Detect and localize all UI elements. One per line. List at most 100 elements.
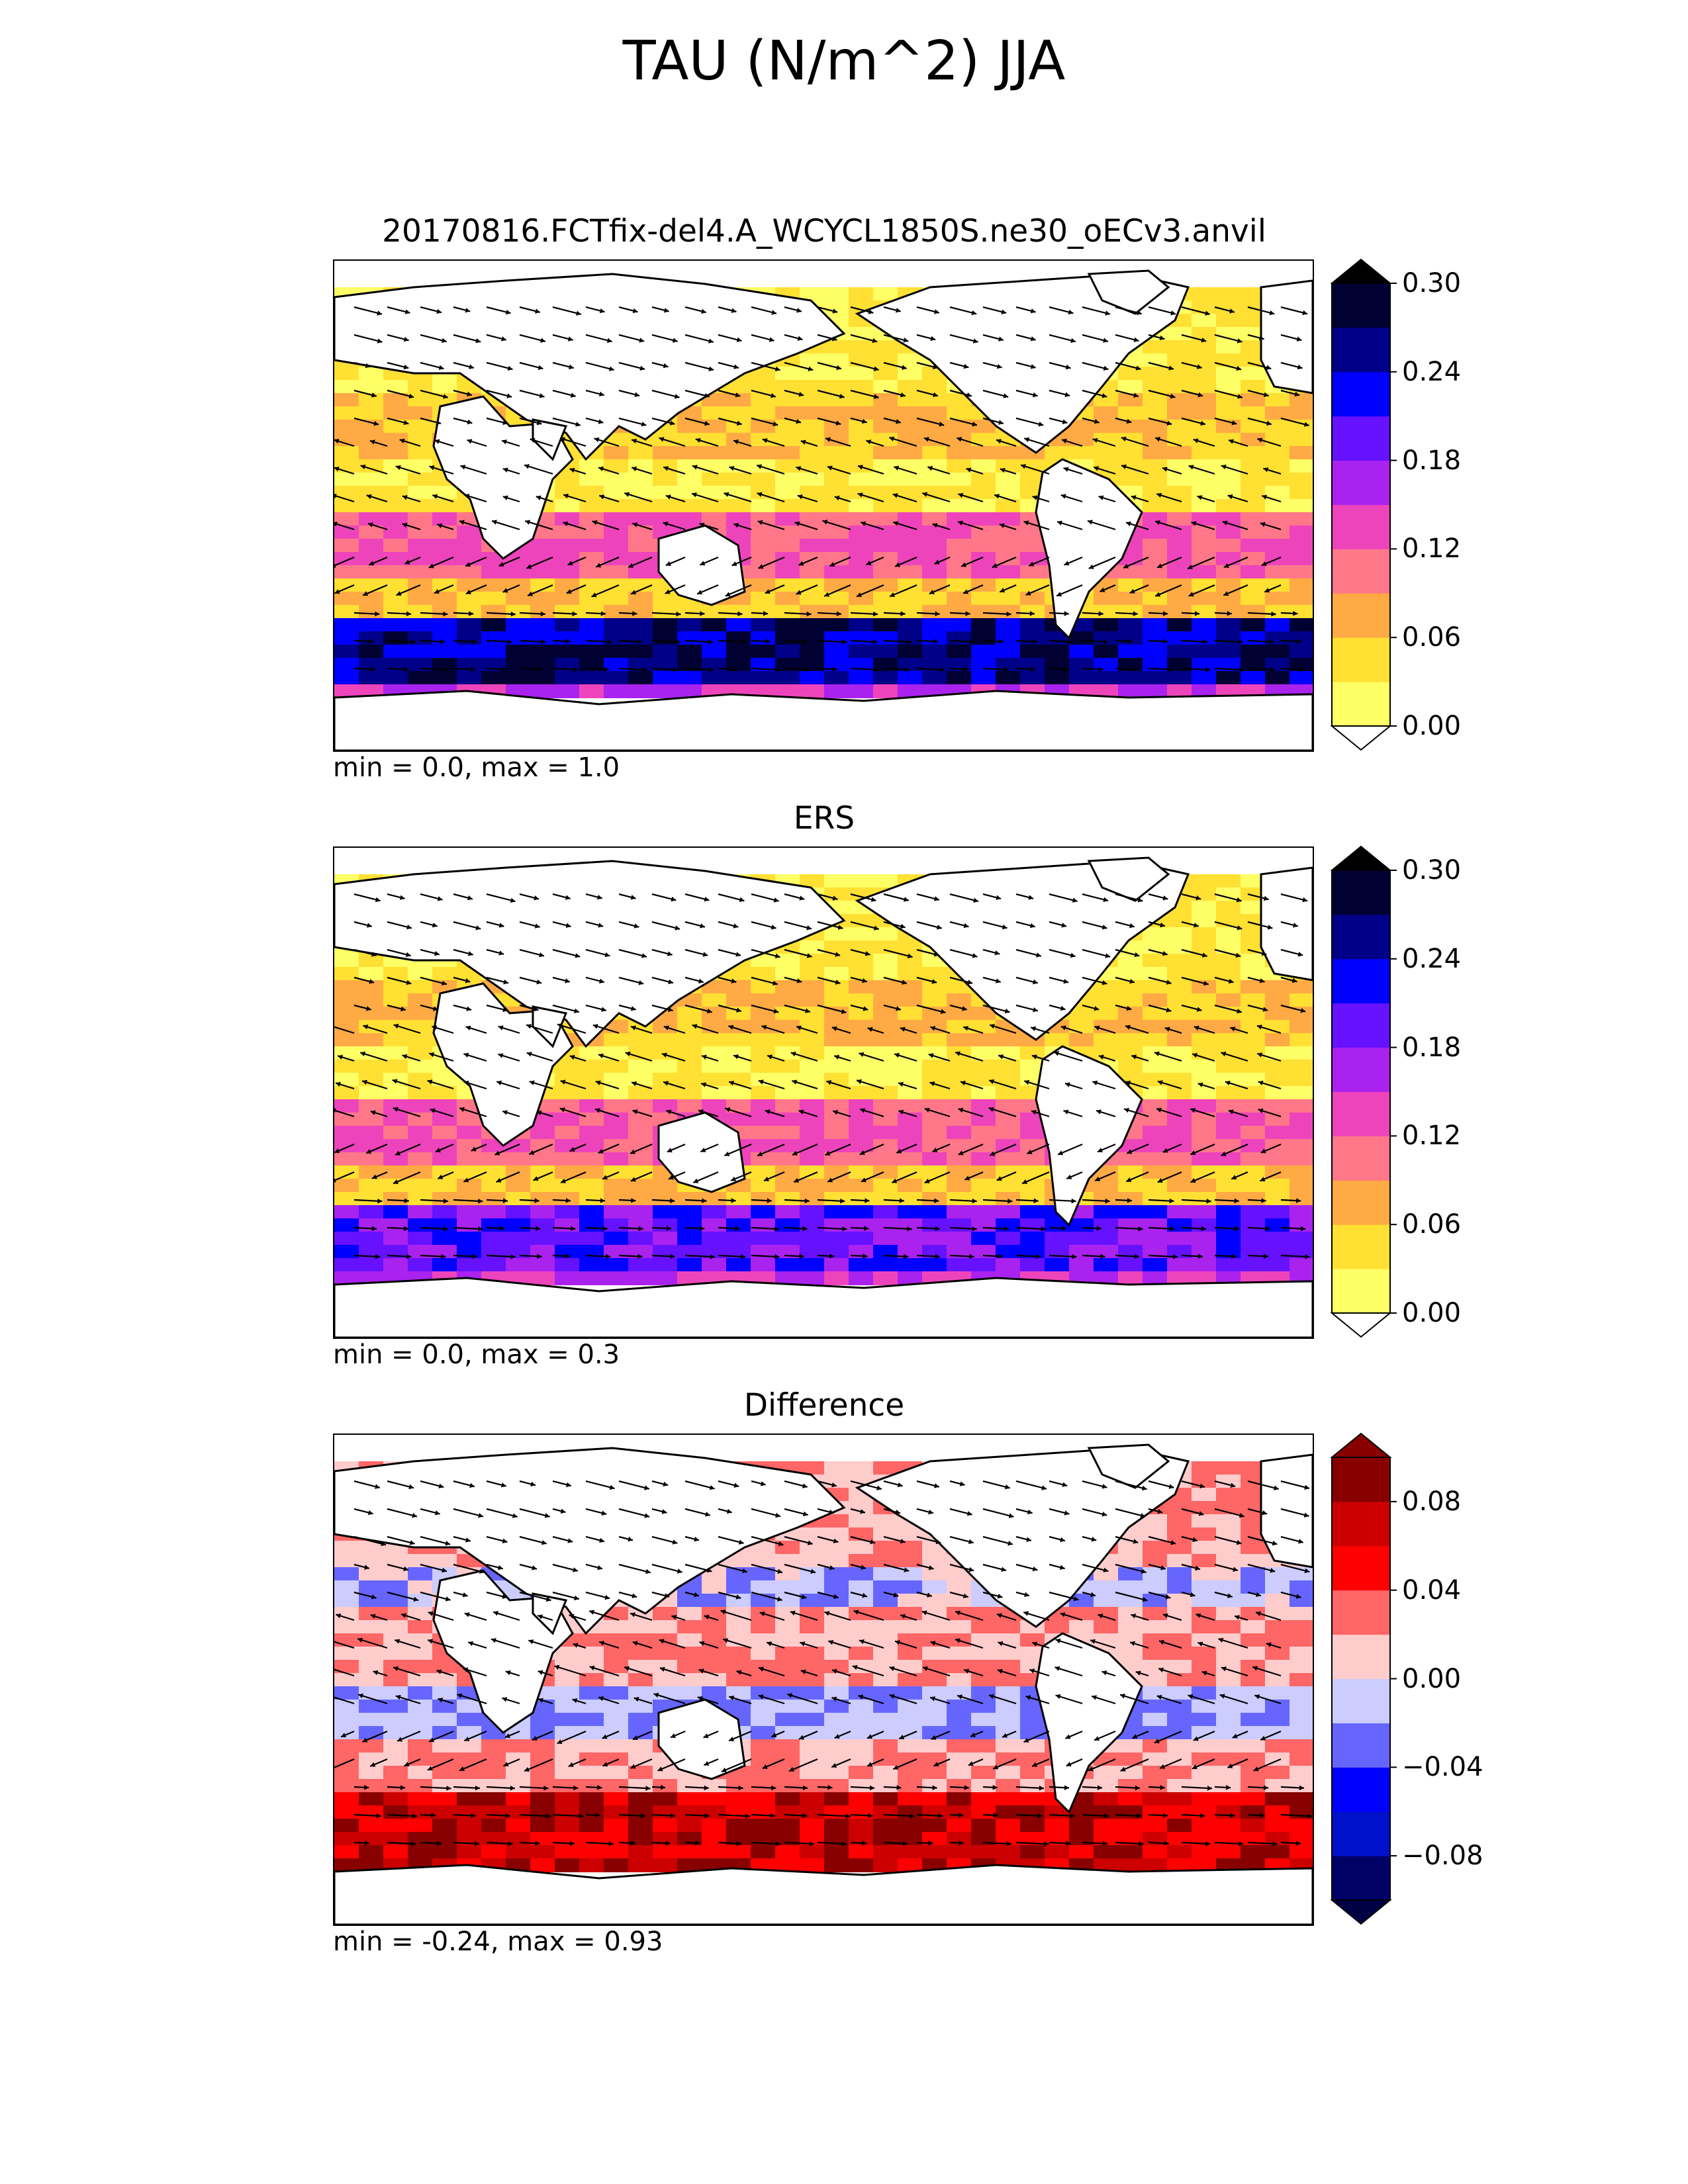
wind-arrow-head [733,923,739,929]
field-cell [359,393,384,407]
field-cell [1143,1713,1168,1727]
field-cell [898,1073,923,1087]
wind-arrow-head [1194,923,1199,928]
wind-arrow-head [794,521,800,527]
field-cell [383,1099,408,1113]
field-cell [1167,1139,1192,1153]
map-diff [333,1433,1314,1926]
wind-arrow-head [1228,1109,1234,1115]
field-cell [996,1218,1021,1232]
field-cell [922,473,947,486]
wind-arrow [916,417,945,426]
field-cell [1241,1607,1266,1621]
wind-arrow [949,893,979,903]
field-cell [849,1165,874,1179]
field-cell [628,1086,653,1100]
wind-arrow [751,361,780,371]
wind-arrow-head [572,611,577,617]
field-cell [824,658,849,672]
field-cell [359,592,384,606]
field-cell [359,1580,384,1594]
field-cell [947,1126,972,1140]
wind-arrow-head [637,639,642,645]
field-cell [1192,353,1217,367]
field-cell [1069,1258,1094,1272]
field-cell [996,565,1021,579]
field-cell [408,393,433,407]
field-cell [922,1165,947,1179]
field-cell [1143,1126,1168,1140]
field-cell [1118,967,1143,981]
field-cell [579,1126,604,1140]
wind-arrow-head [560,437,566,442]
field-cell [1167,1594,1192,1608]
field-cell [800,1165,825,1179]
wind-arrow-head [478,1199,483,1204]
field-cell [359,473,384,486]
field-cell [824,340,849,354]
field-cell [432,671,457,685]
field-cell [751,1580,776,1594]
field-cell [751,1046,776,1060]
field-cell [1265,618,1290,632]
field-cell [849,1126,874,1140]
field-cell [775,1152,800,1166]
wind-arrow [651,921,680,930]
wind-arrow-head [972,1198,977,1204]
wind-arrow-head [393,1023,399,1029]
field-cell [604,1218,629,1232]
field-cell [1020,552,1045,566]
coastline [532,418,568,461]
field-cell [555,1139,580,1153]
wind-arrow-head [334,563,336,568]
field-cell [1143,671,1168,685]
field-cell [359,1647,384,1661]
colorbar-obs: 0.00 0.06 0.12 0.18 0.24 0.30 [1331,845,1489,1338]
field-cell [971,1020,996,1034]
field-cell [971,446,996,460]
field-cell [971,1126,996,1140]
field-cell [604,525,629,539]
wind-arrow [651,639,681,643]
field-cell [849,287,874,301]
wind-arrow-head [565,1253,571,1259]
wind-arrow-head [598,391,604,397]
field-cell [408,1607,433,1621]
field-cell [1192,1152,1217,1166]
wind-arrow-head [1098,1054,1104,1060]
field-cell [1192,980,1217,994]
wind-arrow-head [665,589,671,594]
field-cell [628,1633,653,1647]
field-cell [1216,340,1241,354]
field-cell [555,1258,580,1272]
field-cell [947,1700,972,1713]
field-cell [579,1046,604,1060]
field-cell [555,684,580,698]
wind-arrow [850,667,880,671]
field-cell [628,658,653,672]
field-cell [1265,671,1290,685]
field-cell [873,1271,898,1285]
field-cell [971,1179,996,1193]
field-cell [971,1060,996,1073]
field-cell [800,1620,825,1634]
field-cell [996,1179,1021,1193]
field-cell [653,473,678,486]
field-cell [1167,499,1192,513]
field-cell [408,993,433,1007]
wind-arrow-head [1266,365,1272,371]
field-cell [1289,1713,1313,1727]
wind-arrow-head [758,564,764,569]
wind-arrow-head [989,1079,994,1085]
field-cell [898,1527,923,1541]
field-cell [579,684,604,698]
field-cell [873,1073,898,1087]
wind-arrow-head [865,951,870,956]
field-cell [506,1179,531,1193]
field-cell [579,499,604,513]
panel-title-diff: Difference [743,1387,905,1424]
wind-arrow-head [502,495,508,500]
field-cell [1241,1046,1266,1060]
field-cell [947,1020,972,1034]
field-cell [849,1594,874,1608]
